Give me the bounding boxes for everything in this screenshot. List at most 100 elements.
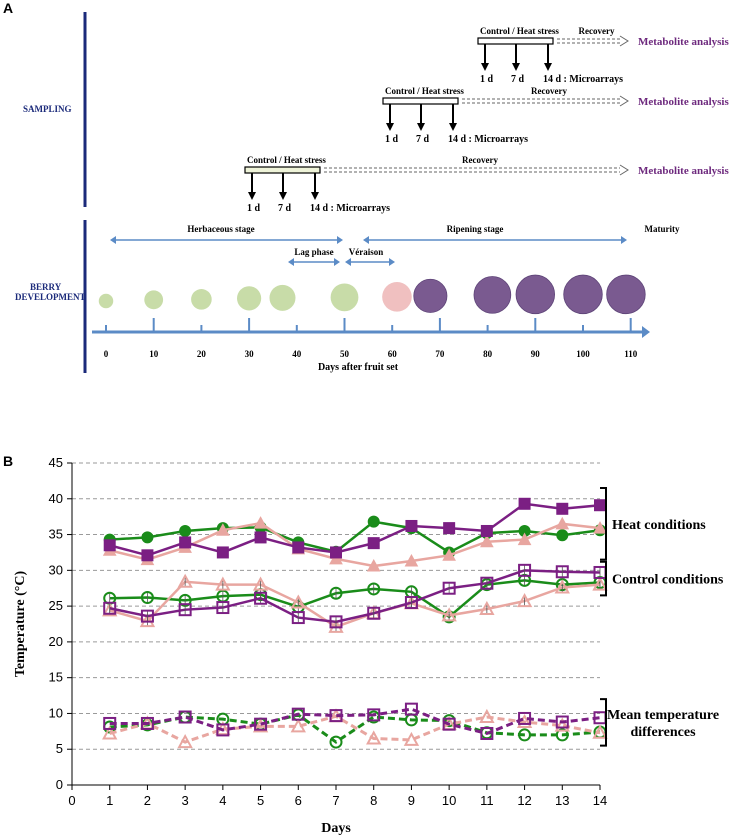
point-marker [404,596,418,610]
point-marker [367,515,380,528]
sampling-row-3: Control / Heat stress Recovery Metabolite … [244,155,729,214]
point-marker [518,497,531,510]
series-line [109,502,601,557]
point-marker [555,728,569,742]
sample-arrow-head [544,63,552,71]
berry-68 [413,278,448,313]
sample-day-label: 1 d [385,134,399,145]
bracket-2: Control conditions [600,560,724,597]
point-marker [403,731,420,746]
point-marker [290,594,306,609]
point-marker [443,522,456,535]
berry-90 [515,274,555,315]
timeline-tick-label: 100 [576,349,590,359]
berry-circles [98,274,646,315]
series-control-purple [103,563,607,629]
point-marker [216,546,229,559]
point-marker [252,576,269,591]
point-marker [479,600,495,615]
lag-arrow-right-head [334,258,340,266]
point-marker [592,576,608,591]
sampling-label: SAMPLING [23,104,72,114]
sampling-row-2: Control / Heat stress Recovery Metabolite … [382,86,729,145]
x-tick-label-3: 3 [182,793,189,808]
point-marker [102,725,118,740]
point-marker [518,563,532,577]
stage-arrows: Herbaceous stage Lag phase Véraison Ripenin… [110,224,680,266]
metabolite-label: Metabolite analysis [638,96,729,108]
series-heat-purple [103,497,606,562]
timeline-title: Days after fruit set [318,362,399,373]
sample-arrow-head [481,63,489,71]
herbaceous-arrow-right-head [337,236,343,244]
stress-bar [382,97,459,105]
x-axis-title: Days [321,821,351,836]
point-marker [367,708,381,722]
point-marker [216,523,230,536]
point-marker [555,565,569,579]
sample-day-label: 7 d [278,203,292,214]
timeline-arrow-head [642,326,650,338]
point-marker [329,709,343,723]
bracket-1: Heat conditions [600,487,706,561]
stress-bar [477,37,554,45]
x-tick-label-8: 8 [370,793,377,808]
veraison-arrow-right-head [389,258,395,266]
y-tick-label-5: 5 [56,741,63,756]
sampling-row-1: Control / Heat stress Recovery Metabolite … [477,26,729,85]
veraison-arrow-left-head [345,258,351,266]
point-marker [480,524,493,537]
point-marker [404,553,419,567]
point-marker [291,707,305,721]
point-marker [254,591,268,605]
timeline-tick-label: 90 [531,349,541,359]
point-marker [103,601,117,615]
recovery-arrow-head [619,95,629,107]
x-tick-label-14: 14 [593,793,607,808]
recovery-arrow-head [619,35,629,47]
recovery-arrow-head [619,164,629,176]
timeline-tick-label: 60 [388,349,398,359]
y-tick-label-10: 10 [49,705,63,720]
point-marker [329,586,343,600]
timeline-tick-label: 110 [624,349,638,359]
point-marker [254,531,267,544]
sample-arrow-head [449,123,457,131]
stress-label: Control / Heat stress [385,86,464,96]
y-tick-label-15: 15 [49,670,63,685]
x-tick-label-2: 2 [144,793,151,808]
x-tick-label-5: 5 [257,793,264,808]
point-marker [405,519,418,532]
timeline-tick-label: 0 [104,349,109,359]
point-marker [177,733,193,749]
point-marker [367,537,380,550]
point-marker [442,581,456,595]
point-marker [329,615,343,629]
metabolite-label: Metabolite analysis [638,36,729,48]
stress-label: Control / Heat stress [247,155,326,165]
point-marker [480,534,494,548]
x-tick-label-9: 9 [408,793,415,808]
point-marker [516,593,533,608]
stress-bar [244,166,321,174]
point-marker [554,717,570,732]
point-marker [555,516,570,530]
berry-label-2: DEVELOPMENT [15,292,86,302]
sample-arrow-head [311,192,319,200]
point-marker [593,521,607,534]
lag-arrow [288,258,340,266]
point-marker [592,724,608,739]
point-marker [404,702,418,716]
timeline-tick-label: 40 [292,349,302,359]
bracket-label: Heat conditions [612,518,706,533]
point-marker [177,573,193,588]
series-line [109,580,601,629]
berry-37 [269,284,296,311]
point-marker [518,711,532,725]
bracket-label: differences [630,725,696,740]
berry-0 [98,293,114,309]
timeline-tick-label: 50 [340,349,350,359]
sample-day-label: 1 d [480,74,494,85]
timeline-tick-label: 30 [245,349,255,359]
